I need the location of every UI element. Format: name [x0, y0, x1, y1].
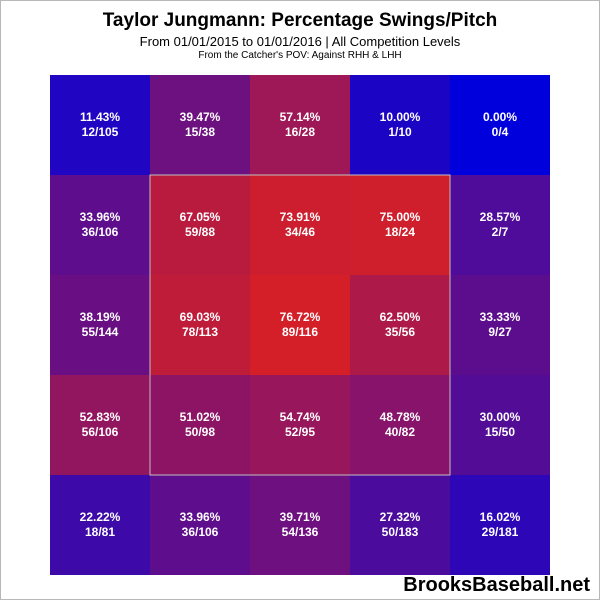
chart-subtitle-pov: From the Catcher's POV: Against RHH & LH… [198, 50, 402, 61]
cell-percentage-label: 10.00% [380, 110, 421, 124]
cell-count-label: 50/98 [185, 425, 215, 439]
heatmap-cell-r3-c1 [150, 375, 250, 475]
cell-count-label: 59/88 [185, 225, 215, 239]
heatmap-cell-r0-c2 [250, 75, 350, 175]
cell-percentage-label: 30.00% [480, 410, 521, 424]
cell-count-label: 89/116 [282, 325, 318, 339]
heatmap-cell-r2-c4 [450, 275, 550, 375]
cell-percentage-label: 39.47% [180, 110, 221, 124]
cell-count-label: 36/106 [82, 225, 119, 239]
heatmap-cell-r4-c2 [250, 475, 350, 575]
cell-percentage-label: 48.78% [380, 410, 421, 424]
heatmap-cell-r3-c2 [250, 375, 350, 475]
cell-percentage-label: 16.02% [480, 510, 521, 524]
cell-percentage-label: 76.72% [280, 310, 321, 324]
cell-percentage-label: 33.96% [80, 210, 121, 224]
heatmap-cell-r2-c0 [50, 275, 150, 375]
cell-percentage-label: 28.57% [480, 210, 521, 224]
cell-count-label: 29/181 [482, 525, 519, 539]
heatmap-cell-r2-c2 [250, 275, 350, 375]
cell-count-label: 16/28 [285, 125, 315, 139]
heatmap-cell-r3-c4 [450, 375, 550, 475]
cell-count-label: 35/56 [385, 325, 415, 339]
heatmap-cell-r3-c3 [350, 375, 450, 475]
heatmap-cell-r4-c1 [150, 475, 250, 575]
cell-percentage-label: 62.50% [380, 310, 421, 324]
heatmap-cell-r2-c1 [150, 275, 250, 375]
cell-count-label: 0/4 [492, 125, 509, 139]
cell-percentage-label: 52.83% [80, 410, 121, 424]
cell-count-label: 15/50 [485, 425, 515, 439]
heatmap-cell-r1-c0 [50, 175, 150, 275]
cell-count-label: 36/106 [182, 525, 219, 539]
cell-percentage-label: 54.74% [280, 410, 321, 424]
cell-count-label: 55/144 [82, 325, 119, 339]
cell-percentage-label: 73.91% [280, 210, 321, 224]
heatmap-cell-r1-c3 [350, 175, 450, 275]
heatmap-cell-r1-c4 [450, 175, 550, 275]
heatmap-cell-r1-c2 [250, 175, 350, 275]
cell-percentage-label: 22.22% [80, 510, 121, 524]
cell-percentage-label: 39.71% [280, 510, 321, 524]
heatmap-cell-r0-c4 [450, 75, 550, 175]
cell-count-label: 18/24 [385, 225, 415, 239]
cell-count-label: 34/46 [285, 225, 315, 239]
watermark: BrooksBaseball.net [403, 574, 590, 596]
cell-percentage-label: 67.05% [180, 210, 221, 224]
cell-percentage-label: 0.00% [483, 110, 517, 124]
cell-percentage-label: 11.43% [80, 110, 120, 124]
cell-count-label: 40/82 [385, 425, 415, 439]
cell-percentage-label: 57.14% [280, 110, 321, 124]
cell-count-label: 50/183 [382, 525, 419, 539]
heatmap-cell-r1-c1 [150, 175, 250, 275]
cell-count-label: 56/106 [82, 425, 119, 439]
cell-count-label: 18/81 [85, 525, 115, 539]
cell-percentage-label: 33.96% [180, 510, 221, 524]
heatmap-cell-r4-c3 [350, 475, 450, 575]
strike-zone-outline [149, 174, 451, 476]
cell-percentage-label: 38.19% [80, 310, 121, 324]
cell-count-label: 1/10 [388, 125, 412, 139]
cell-percentage-label: 51.02% [180, 410, 221, 424]
heatmap-cell-r2-c3 [350, 275, 450, 375]
cell-percentage-label: 69.03% [180, 310, 221, 324]
cell-count-label: 54/136 [282, 525, 319, 539]
cell-count-label: 9/27 [488, 325, 512, 339]
cell-count-label: 15/38 [185, 125, 215, 139]
heatmap-cell-r3-c0 [50, 375, 150, 475]
cell-count-label: 52/95 [285, 425, 315, 439]
heatmap-cell-r0-c1 [150, 75, 250, 175]
heatmap-cell-r0-c0 [50, 75, 150, 175]
cell-count-label: 12/105 [82, 125, 119, 139]
heatmap-cell-r4-c0 [50, 475, 150, 575]
cell-count-label: 2/7 [492, 225, 509, 239]
cell-percentage-label: 27.32% [380, 510, 421, 524]
cell-count-label: 78/113 [182, 325, 218, 339]
cell-percentage-label: 33.33% [480, 310, 521, 324]
chart-title: Taylor Jungmann: Percentage Swings/Pitch [102, 10, 498, 31]
heatmap-cell-r4-c4 [450, 475, 550, 575]
cell-percentage-label: 75.00% [380, 210, 421, 224]
chart-subtitle: From 01/01/2015 to 01/01/2016 | All Comp… [139, 34, 461, 49]
heatmap-cell-r0-c3 [350, 75, 450, 175]
